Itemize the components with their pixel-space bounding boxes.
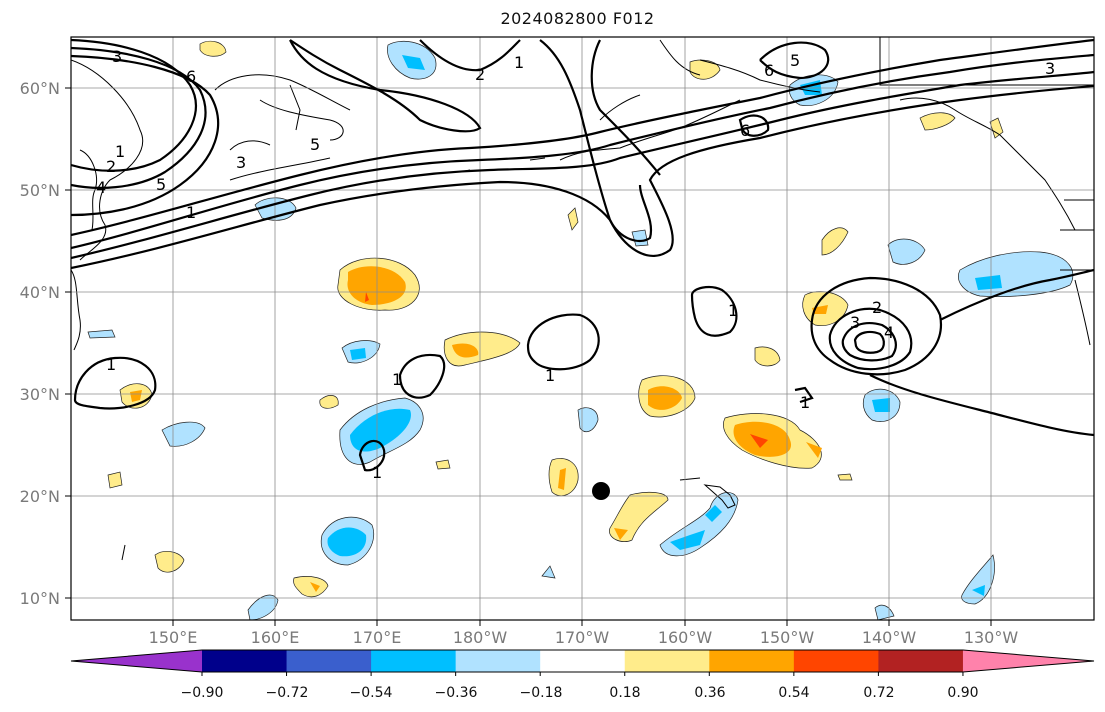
anomaly-shading bbox=[87, 40, 1074, 620]
contour-label: 3 bbox=[850, 313, 860, 332]
colorbar-label: −0.54 bbox=[350, 685, 393, 701]
colorbar-segment bbox=[455, 650, 541, 672]
colorbar-label: 0.72 bbox=[863, 685, 894, 701]
contour-label: 2 bbox=[872, 298, 882, 317]
contour-label: 5 bbox=[790, 51, 800, 70]
lon-label: 170°E bbox=[353, 628, 402, 647]
contour-label: 1 bbox=[514, 53, 524, 72]
contour-label: 1 bbox=[106, 355, 116, 374]
contour-label: 5 bbox=[156, 175, 166, 194]
map-area bbox=[71, 37, 1094, 620]
lat-label: 60°N bbox=[20, 79, 60, 98]
colorbar-label: 0.36 bbox=[694, 685, 725, 701]
contour-label: 1 bbox=[372, 463, 382, 482]
contour-label: 1 bbox=[186, 203, 196, 222]
colorbar-label: −0.72 bbox=[266, 685, 309, 701]
lat-label: 30°N bbox=[20, 385, 60, 404]
contour-label: 2 bbox=[106, 157, 116, 176]
lon-label: 170°W bbox=[555, 628, 610, 647]
location-marker bbox=[592, 482, 610, 500]
colorbar-segment bbox=[878, 650, 964, 672]
contour-label: 6 bbox=[740, 121, 750, 140]
colorbar-label: 0.18 bbox=[609, 685, 640, 701]
contour-labels: 3 6 1 2 4 5 3 5 1 2 1 5 6 6 3 1 1 1 1 2 … bbox=[96, 47, 1055, 482]
colorbar-segment bbox=[71, 650, 202, 672]
lon-label: 160°E bbox=[251, 628, 300, 647]
lon-label: 160°W bbox=[658, 628, 713, 647]
contour-lines bbox=[71, 38, 1094, 472]
colorbar-segment bbox=[286, 650, 372, 672]
colorbar-label: −0.18 bbox=[520, 685, 563, 701]
colorbar-labels: −0.90 −0.72 −0.54 −0.36 −0.18 0.18 0.36 … bbox=[181, 685, 979, 701]
lon-label: 130°W bbox=[964, 628, 1019, 647]
lat-label: 40°N bbox=[20, 283, 60, 302]
colorbar-segment bbox=[962, 650, 1094, 672]
lon-label: 150°W bbox=[760, 628, 815, 647]
contour-label: 1 bbox=[115, 142, 125, 161]
colorbar-segment bbox=[371, 650, 457, 672]
colorbar-segment bbox=[624, 650, 710, 672]
lat-label: 10°N bbox=[20, 589, 60, 608]
contour-label: 1 bbox=[800, 393, 810, 412]
lon-label: 180°W bbox=[453, 628, 508, 647]
lon-label: 140°W bbox=[862, 628, 917, 647]
contour-label: 3 bbox=[236, 153, 246, 172]
lon-label: 150°E bbox=[149, 628, 198, 647]
colorbar-segment bbox=[540, 650, 626, 672]
contour-label: 3 bbox=[1045, 59, 1055, 78]
colorbar-segment bbox=[202, 650, 288, 672]
contour-label: 4 bbox=[884, 323, 894, 342]
contour-label: 4 bbox=[96, 178, 106, 197]
colorbar-label: 0.54 bbox=[778, 685, 809, 701]
colorbar-segment bbox=[709, 650, 795, 672]
contour-label: 6 bbox=[186, 67, 196, 86]
contour-label: 5 bbox=[310, 135, 320, 154]
axis-ticks bbox=[65, 87, 992, 626]
colorbar-segment bbox=[793, 650, 879, 672]
contour-label: 1 bbox=[728, 301, 738, 320]
contour-label: 3 bbox=[112, 47, 122, 66]
longitude-labels: 150°E 160°E 170°E 180°W 170°W 160°W 150°… bbox=[149, 628, 1019, 647]
contour-label: 2 bbox=[475, 65, 485, 84]
contour-label: 1 bbox=[392, 370, 402, 389]
contour-label: 6 bbox=[764, 61, 774, 80]
colorbar-label: 0.90 bbox=[947, 685, 978, 701]
latitude-labels: 60°N 50°N 40°N 30°N 20°N 10°N bbox=[20, 79, 60, 608]
lat-label: 50°N bbox=[20, 181, 60, 200]
contour-label: 1 bbox=[545, 366, 555, 385]
colorbar bbox=[70, 649, 1095, 676]
lat-label: 20°N bbox=[20, 487, 60, 506]
colorbar-label: −0.90 bbox=[181, 685, 224, 701]
colorbar-label: −0.36 bbox=[435, 685, 478, 701]
map-title: 2024082800 F012 bbox=[500, 9, 655, 28]
